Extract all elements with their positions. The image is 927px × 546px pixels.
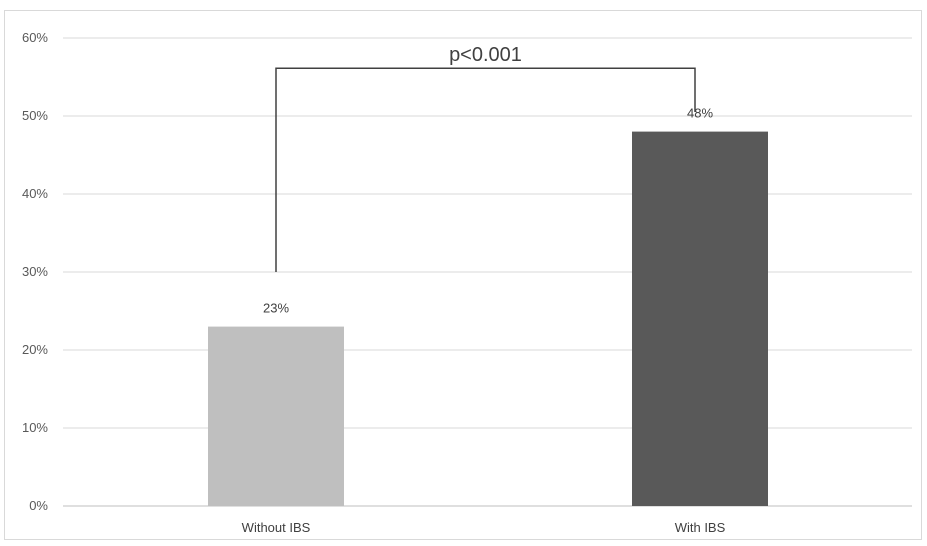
y-tick-label-40: 40% bbox=[22, 186, 48, 201]
bars bbox=[208, 131, 768, 506]
y-tick-label-50: 50% bbox=[22, 108, 48, 123]
data-label-without-ibs: 23% bbox=[263, 301, 289, 316]
y-tick-label-60: 60% bbox=[22, 30, 48, 45]
y-tick-label-0: 0% bbox=[29, 498, 48, 513]
x-axis-categories: Without IBS With IBS bbox=[242, 520, 726, 535]
bar-without-ibs bbox=[208, 326, 344, 506]
significance-bracket bbox=[275, 67, 696, 272]
y-tick-label-20: 20% bbox=[22, 342, 48, 357]
x-category-label-without-ibs: Without IBS bbox=[242, 520, 311, 535]
p-value-label: p<0.001 bbox=[449, 44, 522, 66]
y-tick-label-30: 30% bbox=[22, 264, 48, 279]
chart-frame bbox=[4, 10, 922, 540]
y-tick-label-10: 10% bbox=[22, 420, 48, 435]
gridlines bbox=[63, 37, 912, 507]
significance-annotation: p<0.001 bbox=[275, 44, 696, 272]
data-label-with-ibs: 48% bbox=[687, 106, 713, 121]
x-category-label-with-ibs: With IBS bbox=[675, 520, 726, 535]
bar-with-ibs bbox=[632, 131, 768, 506]
data-labels: 23% 48% bbox=[263, 106, 713, 316]
y-axis-ticks: 0% 10% 20% 30% 40% 50% 60% bbox=[22, 30, 48, 513]
